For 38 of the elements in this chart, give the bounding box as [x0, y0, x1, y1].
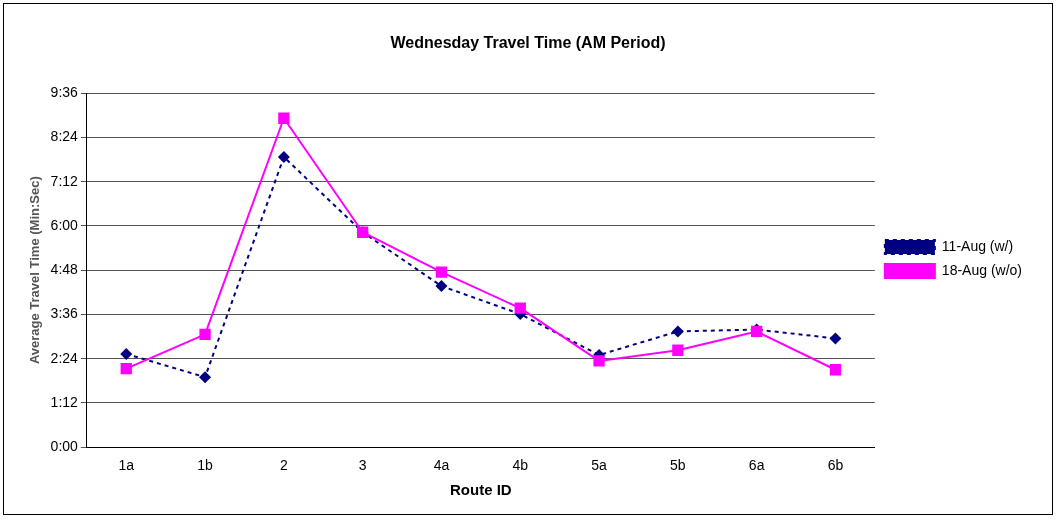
x-tick-label: 5b: [670, 457, 686, 474]
y-tick-label: 0:00: [50, 438, 79, 455]
y-axis-title: Average Travel Time (Min:Sec): [27, 176, 43, 365]
point: [277, 150, 290, 163]
chart-title: Wednesday Travel Time (AM Period): [390, 34, 666, 52]
y-tick-label: 7:12: [50, 172, 79, 189]
x-tick-label: 5a: [591, 457, 608, 474]
point: [671, 325, 684, 338]
point: [829, 332, 842, 345]
legend-label: 11-Aug (w/): [941, 237, 1014, 254]
point: [514, 302, 526, 314]
point: [593, 355, 605, 367]
x-tick-label: 4b: [512, 457, 529, 474]
point: [278, 112, 290, 124]
point: [435, 266, 448, 278]
y-tick-label: 8:24: [50, 128, 79, 145]
y-tick-label: 6:00: [50, 216, 79, 233]
y-tick-label: 3:36: [50, 305, 79, 322]
x-tick-label: 3: [358, 457, 367, 474]
y-tick-label: 1:12: [50, 393, 79, 410]
x-tick-label: 2: [279, 457, 288, 474]
y-tick-label: 4:48: [50, 261, 79, 278]
x-tick-label: 1b: [197, 457, 214, 474]
x-axis-title: Route ID: [450, 481, 512, 499]
point: [120, 347, 133, 360]
point: [199, 328, 211, 341]
x-tick-label: 1a: [118, 457, 135, 474]
x-tick-label: 6a: [748, 457, 765, 474]
point: [435, 280, 448, 293]
point: [829, 364, 842, 376]
point: [199, 371, 212, 384]
y-tick-label: 2:24: [50, 349, 79, 366]
y-tick-label: 9:36: [50, 84, 79, 101]
x-tick-label: 4a: [433, 457, 450, 474]
point: [672, 344, 684, 356]
x-tick-label: 6b: [827, 457, 844, 474]
point: [120, 363, 132, 375]
legend-label: 18-Aug (w/o): [941, 261, 1023, 278]
